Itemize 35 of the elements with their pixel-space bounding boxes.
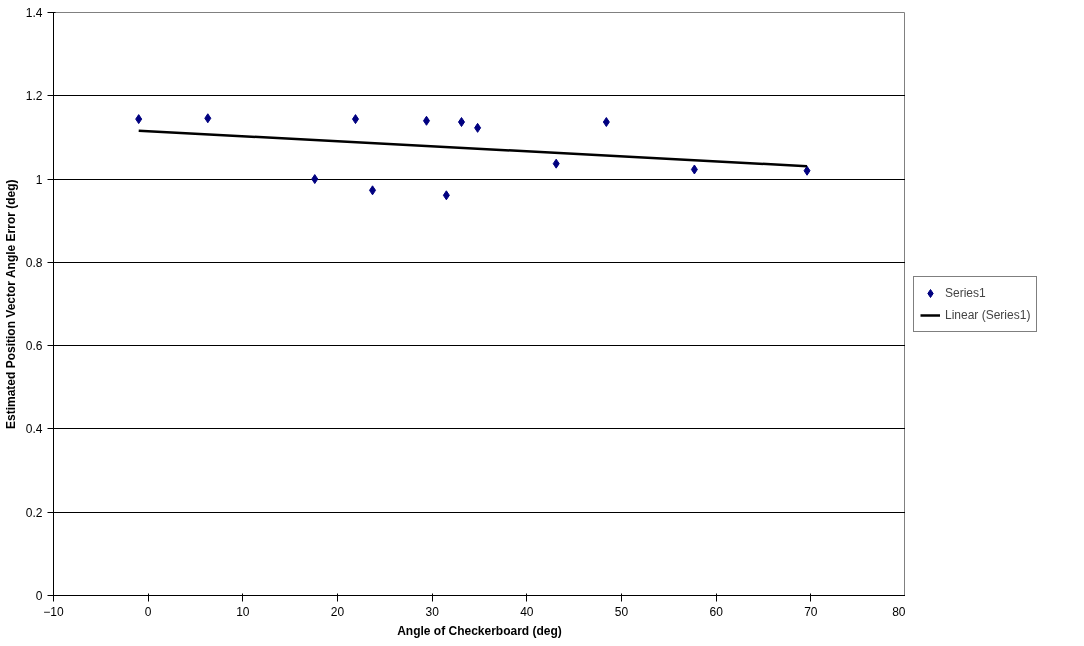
x-tick-label: 60 <box>709 604 724 619</box>
point <box>442 190 450 201</box>
x-axis-title: Angle of Checkerboard (deg) <box>397 623 562 638</box>
point <box>602 117 610 128</box>
x-tick-label: 20 <box>330 604 345 619</box>
x-tick-label: −10 <box>43 604 64 619</box>
y-tick-label: 0.2 <box>25 505 43 520</box>
y-tick-label: 0.6 <box>25 339 43 354</box>
point <box>458 117 466 128</box>
x-tick-label: 70 <box>804 604 818 619</box>
point <box>204 113 212 124</box>
x-tick-label: 40 <box>520 604 534 619</box>
point <box>422 115 430 126</box>
point <box>351 114 359 125</box>
y-tick-label: 0.4 <box>25 422 43 437</box>
y-tick-label: 1.4 <box>25 6 43 20</box>
y-tick-label: 1.2 <box>25 89 43 104</box>
legend-label: Series1 <box>945 285 986 300</box>
point <box>311 174 319 185</box>
x-tick-label: 10 <box>236 604 250 619</box>
x-tick-label: 50 <box>614 604 629 619</box>
point <box>474 122 482 133</box>
y-tick-label: 1 <box>35 172 43 187</box>
point <box>369 185 377 196</box>
y-axis-title: Estimated Position Vector Angle Error (deg) <box>3 179 18 430</box>
x-tick-label: 80 <box>892 604 906 619</box>
x-tick-label: 30 <box>425 604 440 619</box>
x-tick-label: 0 <box>144 604 152 619</box>
y-tick-label: 0.8 <box>25 255 43 270</box>
point <box>135 114 143 125</box>
point <box>552 158 560 169</box>
point <box>690 164 698 175</box>
legend-label: Linear (Series1) <box>945 307 1031 322</box>
point <box>803 165 811 176</box>
y-tick-label: 0 <box>35 589 43 603</box>
